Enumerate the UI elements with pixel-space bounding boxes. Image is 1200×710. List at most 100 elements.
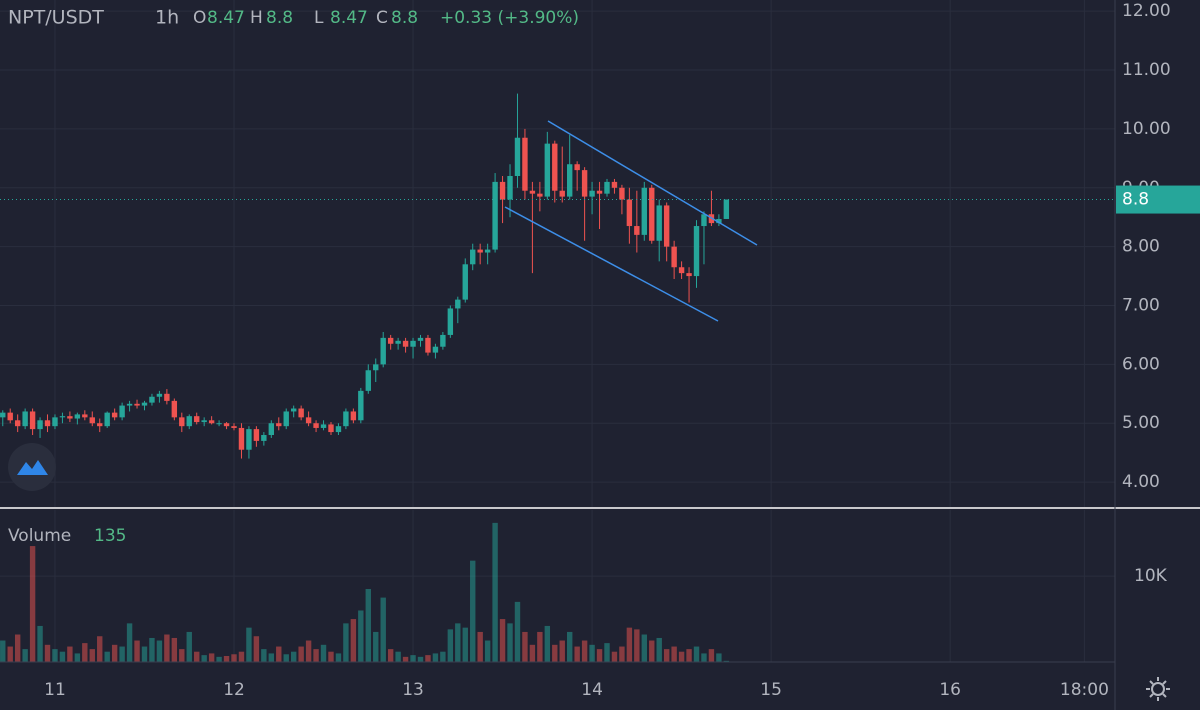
- volume-pane: [0, 522, 730, 662]
- volume-bar: [492, 522, 498, 662]
- volume-bar: [298, 646, 304, 662]
- y-tick-label: 4.00: [1122, 472, 1160, 492]
- volume-bar: [514, 601, 521, 662]
- change: +0.33 (+3.90%): [440, 8, 579, 28]
- candle-body: [447, 308, 454, 335]
- volume-bar: [686, 649, 692, 662]
- y-tick-label: 11.00: [1122, 60, 1171, 80]
- volume-bar: [104, 651, 110, 662]
- volume-value: 135: [94, 526, 126, 546]
- candle-body: [253, 429, 260, 441]
- volume-bar: [89, 649, 95, 662]
- axes: 11121314151618:004.005.006.007.008.009.0…: [44, 1, 1200, 700]
- candle-body: [537, 193, 543, 197]
- volume-bar: [529, 644, 536, 662]
- candle-body: [328, 424, 334, 433]
- logo-icon[interactable]: [17, 460, 48, 475]
- volume-bar: [716, 653, 722, 662]
- x-tick-label: 12: [223, 680, 245, 700]
- candle-body: [514, 137, 521, 177]
- candle-body: [693, 226, 700, 277]
- candle-body: [455, 299, 461, 309]
- volume-bar: [484, 640, 491, 662]
- volume-bar: [626, 627, 633, 662]
- volume-bar: [544, 625, 551, 662]
- candle-body: [619, 187, 625, 200]
- volume-bar: [134, 640, 140, 662]
- volume-bar: [619, 646, 625, 662]
- candle-body: [0, 412, 6, 418]
- volume-bar: [634, 629, 640, 662]
- candle-body: [164, 393, 170, 401]
- candle-body: [440, 334, 446, 347]
- channel-lower: [504, 206, 719, 322]
- settings-icon[interactable]: [1146, 677, 1170, 701]
- ohlc-label: C: [376, 8, 388, 28]
- candle-body: [186, 416, 192, 427]
- candle-body: [507, 176, 513, 200]
- volume-bar: [276, 646, 282, 662]
- candle-body: [649, 187, 655, 241]
- candle-body: [716, 218, 722, 224]
- candle-body: [156, 393, 163, 397]
- volume-bar: [335, 653, 342, 662]
- volume-bar: [14, 634, 21, 662]
- y-tick-label: 7.00: [1122, 296, 1160, 316]
- volume-bar: [671, 646, 677, 662]
- candle-body: [14, 420, 21, 427]
- candle-body: [52, 417, 58, 427]
- candle-body: [641, 187, 647, 235]
- candle-body: [574, 164, 580, 171]
- volume-bar: [522, 631, 528, 662]
- candle-body: [313, 423, 319, 428]
- candle-body: [335, 426, 342, 433]
- volume-bar: [410, 655, 416, 662]
- volume-bar: [402, 656, 409, 662]
- candle-body: [410, 340, 416, 347]
- volume-bar: [156, 640, 163, 662]
- channel-upper: [547, 120, 758, 246]
- volume-bar: [231, 654, 237, 662]
- candle-body: [216, 423, 222, 425]
- volume-bar: [649, 640, 655, 662]
- candle-body: [701, 214, 707, 227]
- candle-body: [104, 412, 110, 427]
- candle-body: [596, 190, 603, 194]
- volume-bar: [611, 651, 618, 662]
- candle-body: [97, 423, 103, 427]
- logo-circle[interactable]: [8, 443, 56, 491]
- candle-body: [208, 420, 215, 424]
- volume-bar: [246, 627, 252, 662]
- volume-bar: [74, 653, 81, 662]
- candle-body: [402, 340, 409, 347]
- candle-body: [171, 400, 178, 418]
- ohlc-value: 8.47: [207, 8, 245, 28]
- last-price-box: [1116, 185, 1200, 214]
- gear-spokes[interactable]: [1146, 677, 1170, 701]
- candle-body: [119, 405, 125, 418]
- last-price-label: 8.8: [1122, 190, 1149, 210]
- ohlc-label: H: [250, 8, 263, 28]
- gear-circle[interactable]: [1151, 682, 1165, 696]
- candle-body: [365, 370, 371, 391]
- candle-body: [589, 190, 595, 197]
- candle-body: [611, 181, 618, 188]
- logo[interactable]: [8, 443, 56, 491]
- volume-bar: [380, 597, 386, 662]
- candle-body: [141, 402, 148, 406]
- volume-bar: [417, 656, 424, 662]
- volume-bar: [507, 623, 513, 662]
- volume-bar: [693, 646, 700, 662]
- volume-bar: [559, 640, 565, 662]
- x-tick-label: 18:00: [1060, 680, 1109, 700]
- candle-body: [261, 435, 267, 441]
- volume-bar: [656, 637, 662, 662]
- volume-bar: [499, 619, 506, 662]
- volume-bar: [387, 649, 394, 662]
- candle-body: [634, 226, 640, 235]
- y-tick-label: 10.00: [1122, 119, 1171, 139]
- candle-body: [529, 190, 536, 194]
- volume-bar: [119, 646, 125, 662]
- candle-body: [477, 249, 483, 253]
